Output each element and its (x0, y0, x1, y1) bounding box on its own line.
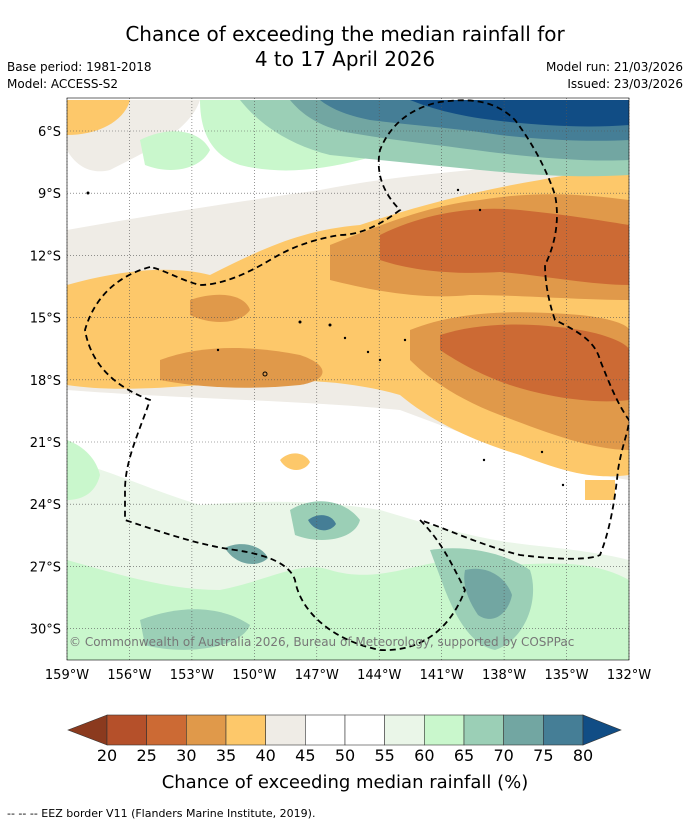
island-marker (540, 450, 544, 454)
colorbar-segment (344, 714, 385, 746)
colorbar-segment (384, 714, 425, 746)
latitude-label: 6°S (38, 125, 61, 140)
island-marker (366, 350, 370, 354)
title-line-1: Chance of exceeding the median rainfall … (125, 22, 565, 46)
latitude-label: 18°S (30, 374, 61, 389)
longitude-label: 153°W (170, 668, 214, 683)
probability-zone-yellow-nw (67, 100, 130, 135)
probability-zone-yellow-se (585, 480, 615, 500)
map-title: Chance of exceeding the median rainfall … (0, 22, 690, 72)
colorbar-tick-label: 25 (136, 746, 156, 765)
latitude-labels: 6°S 9°S 12°S 15°S 18°S 21°S 24°S 27°S 30°S (30, 125, 61, 638)
colorbar-segment (424, 714, 465, 746)
meta-right: Model run: 21/03/2026 Issued: 23/03/2026 (546, 59, 683, 93)
colorbar-segment (225, 714, 266, 746)
colorbar-tick-label: 40 (255, 746, 275, 765)
probability-zone-dark-orange-se (440, 324, 629, 402)
colorbar-tick-label: 70 (493, 746, 513, 765)
colorbar-tick-label: 55 (374, 746, 394, 765)
issued-date: Issued: 23/03/2026 (567, 77, 683, 91)
colorbar-tick-label: 35 (216, 746, 236, 765)
model-name: Model: ACCESS-S2 (7, 77, 119, 91)
colorbar-extend-high (582, 714, 622, 746)
map-frame (66, 97, 630, 661)
island-marker (216, 348, 220, 352)
colorbar-segment (305, 714, 346, 746)
island-marker (561, 483, 565, 487)
longitude-label: 150°W (232, 668, 276, 683)
longitude-label: 132°W (607, 668, 651, 683)
eez-borders (84, 99, 629, 651)
base-period: Base period: 1981-2018 (7, 60, 152, 74)
island-marker (478, 208, 482, 212)
probability-zone-green-nw (140, 131, 210, 170)
title-line-2: 4 to 17 April 2026 (254, 47, 436, 71)
colorbar-segment (265, 714, 306, 746)
probability-zone-green-west (67, 440, 100, 500)
longitude-label: 144°W (357, 668, 401, 683)
meta-left: Base period: 1981-2018 Model: ACCESS-S2 (7, 59, 152, 93)
island-marker (482, 458, 486, 462)
probability-zone-orange-west (160, 348, 323, 388)
latitude-label: 27°S (30, 560, 61, 575)
probability-zone-orange-mid (190, 294, 250, 322)
latitude-label: 9°S (38, 187, 61, 202)
island-marker (298, 320, 302, 324)
probability-zone-deep-blue-north (410, 100, 629, 127)
colorbar-tick-label: 50 (335, 746, 355, 765)
colorbar-segment (503, 714, 544, 746)
model-run: Model run: 21/03/2026 (545, 60, 683, 74)
island-marker (343, 336, 347, 340)
island-marker (456, 188, 460, 192)
colorbar-tick-label: 80 (573, 746, 593, 765)
eez-legend-note: -- -- -- EEZ border V11 (Flanders Marine… (7, 807, 316, 820)
longitude-label: 135°W (544, 668, 588, 683)
probability-zone-blue-southcentral (308, 515, 336, 531)
colorbar-segment (146, 714, 187, 746)
island-marker (262, 371, 268, 377)
island-marker (328, 323, 332, 327)
probability-zone-yellow-south (280, 453, 310, 470)
colorbar-segment (186, 714, 227, 746)
longitude-label: 141°W (420, 668, 464, 683)
probability-zone-blue-southeast (464, 568, 512, 619)
longitude-label: 147°W (295, 668, 339, 683)
colorbar-segment (463, 714, 504, 746)
colorbar-title: Chance of exceeding median rainfall (%) (162, 772, 529, 793)
latitude-label: 30°S (30, 623, 61, 638)
eez-border-french-polynesia (84, 99, 629, 651)
colorbar-tick-label: 60 (414, 746, 434, 765)
island-marker (86, 191, 90, 195)
island-marker (378, 358, 382, 362)
latitude-label: 24°S (30, 498, 61, 513)
latitude-label: 21°S (30, 436, 61, 451)
island-marker (403, 338, 407, 342)
colorbar-tick-label: 65 (454, 746, 474, 765)
colorbar-tick-label: 45 (295, 746, 315, 765)
colorbar-tick-label: 30 (176, 746, 196, 765)
colorbar-extend-low (67, 714, 108, 746)
longitude-labels: 159°W 156°W 153°W 150°W 147°W 144°W 141°W 138°W… (45, 668, 651, 683)
colorbar-segment (106, 714, 147, 746)
copyright-text: © Commonwealth of Australia 2026, Bureau… (69, 635, 574, 649)
colorbar: 20 25 30 35 40 45 50 55 60 65 70 75 80 (67, 714, 622, 765)
probability-zone-teal-southwest (140, 609, 250, 650)
colorbar-tick-label: 75 (533, 746, 553, 765)
island-markers (86, 188, 565, 487)
colorbar-tick-label: 20 (97, 746, 117, 765)
latitude-label: 12°S (30, 249, 61, 264)
longitude-label: 156°W (107, 668, 151, 683)
latitude-label: 15°S (30, 312, 61, 327)
colorbar-segment (543, 714, 584, 746)
longitude-label: 138°W (482, 668, 526, 683)
map-plot-area (67, 98, 629, 660)
probability-zone-blue-southwest (225, 544, 268, 564)
longitude-label: 159°W (45, 668, 89, 683)
